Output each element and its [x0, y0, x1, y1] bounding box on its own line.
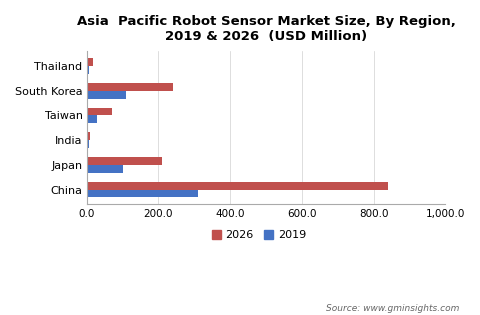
- Bar: [87, 91, 126, 99]
- Bar: [87, 132, 90, 140]
- Bar: [87, 190, 198, 198]
- Bar: [87, 115, 97, 123]
- Bar: [87, 107, 112, 115]
- Legend: 2026, 2019: 2026, 2019: [207, 226, 311, 245]
- Bar: [87, 140, 89, 148]
- Bar: [87, 165, 123, 173]
- Bar: [87, 157, 162, 165]
- Text: Source: www.gminsights.com: Source: www.gminsights.com: [326, 304, 460, 313]
- Bar: [87, 58, 93, 66]
- Bar: [87, 83, 173, 91]
- Title: Asia  Pacific Robot Sensor Market Size, By Region,
2019 & 2026  (USD Million): Asia Pacific Robot Sensor Market Size, B…: [77, 15, 456, 43]
- Bar: [87, 182, 388, 190]
- Bar: [87, 66, 89, 74]
